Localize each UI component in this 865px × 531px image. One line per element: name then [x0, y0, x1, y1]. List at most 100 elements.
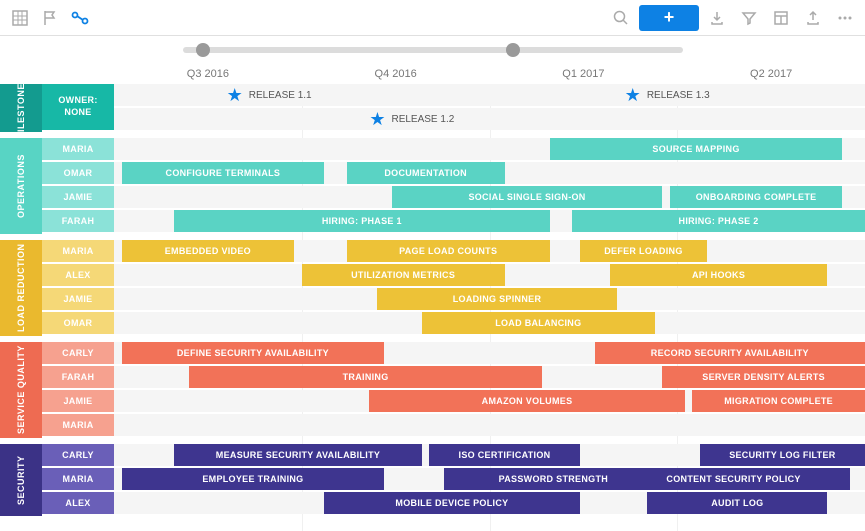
more-icon — [837, 10, 853, 26]
owner-cell: JAMIE — [42, 288, 114, 310]
owner-cell: JAMIE — [42, 390, 114, 412]
toolbar-left — [6, 4, 94, 32]
owner-cell: OMAR — [42, 162, 114, 184]
owner-cell: MARIA — [42, 414, 114, 436]
timeline-row: EMPLOYEE TRAININGPASSWORD STRENGTHCONTEN… — [114, 468, 865, 490]
section-label-service: SERVICE QUALITY — [0, 342, 42, 438]
time-slider-track[interactable] — [183, 47, 683, 53]
owner-cell: OMAR — [42, 312, 114, 334]
chart-rows: ★ RELEASE 1.1 ★RELEASE 1.3 ★ RELEASE 1.2 SOUR… — [114, 84, 865, 522]
task-bar[interactable]: ONBOARDING COMPLETE — [670, 186, 843, 208]
timeline-row: CONFIGURE TERMINALS DOCUMENTATION — [114, 162, 865, 184]
timeline-row: SOCIAL SINGLE SIGN-ON ONBOARDING COMPLETE — [114, 186, 865, 208]
task-bar[interactable]: MOBILE DEVICE POLICY — [324, 492, 579, 514]
timeline-row: DEFINE SECURITY AVAILABILITY RECORD SECUR… — [114, 342, 865, 364]
task-bar[interactable]: TRAINING — [189, 366, 542, 388]
owner-cell: MARIA — [42, 468, 114, 490]
timeline-view-button[interactable] — [66, 4, 94, 32]
owner-cell: ALEX — [42, 264, 114, 286]
task-bar[interactable]: HIRING: PHASE 1 — [174, 210, 550, 232]
timeline-row: TRAINING SERVER DENSITY ALERTS — [114, 366, 865, 388]
grid-icon — [12, 10, 28, 26]
timeline-row: HIRING: PHASE 1 HIRING: PHASE 2 — [114, 210, 865, 232]
quarter-label: Q3 2016 — [114, 64, 302, 84]
task-bar[interactable]: API HOOKS — [610, 264, 828, 286]
layout-button[interactable] — [767, 4, 795, 32]
task-bar[interactable]: PAGE LOAD COUNTS — [347, 240, 550, 262]
flag-view-button[interactable] — [36, 4, 64, 32]
content: MILESTONESOPERATIONSLOAD REDUCTIONSERVIC… — [0, 64, 865, 531]
task-bar[interactable]: SERVER DENSITY ALERTS — [662, 366, 865, 388]
milestone[interactable]: ★ RELEASE 1.1 — [227, 84, 312, 106]
timeline-row: MEASURE SECURITY AVAILABILITY ISO CERTIFI… — [114, 444, 865, 466]
milestone-label: RELEASE 1.2 — [391, 114, 454, 125]
more-button[interactable] — [831, 4, 859, 32]
upload-button[interactable] — [799, 4, 827, 32]
owner-cell: ALEX — [42, 492, 114, 514]
download-button[interactable] — [703, 4, 731, 32]
timeline-row: AMAZON VOLUMES MIGRATION COMPLETE — [114, 390, 865, 412]
quarter-label: Q2 2017 — [677, 64, 865, 84]
task-bar[interactable]: AMAZON VOLUMES — [369, 390, 684, 412]
quarters-header: Q3 2016Q4 2016Q1 2017Q2 2017 — [114, 64, 865, 84]
slider-handle-end[interactable] — [506, 43, 520, 57]
task-bar[interactable]: EMBEDDED VIDEO — [122, 240, 295, 262]
star-icon: ★ — [227, 85, 243, 106]
task-bar[interactable]: DEFINE SECURITY AVAILABILITY — [122, 342, 385, 364]
task-bar[interactable]: MIGRATION COMPLETE — [692, 390, 865, 412]
owner-cell: FARAH — [42, 210, 114, 232]
section-label-security: SECURITY — [0, 444, 42, 516]
task-bar[interactable]: DOCUMENTATION — [347, 162, 505, 184]
timeline-row: EMBEDDED VIDEO PAGE LOAD COUNTS DEFER LOAD… — [114, 240, 865, 262]
task-bar[interactable]: CONFIGURE TERMINALS — [122, 162, 325, 184]
milestone-label: RELEASE 1.1 — [249, 90, 312, 101]
section-label-operations: OPERATIONS — [0, 138, 42, 234]
search-icon — [613, 10, 629, 26]
filter-button[interactable] — [735, 4, 763, 32]
task-bar[interactable]: EMPLOYEE TRAINING — [122, 468, 385, 490]
slider-handle-start[interactable] — [196, 43, 210, 57]
task-bar[interactable]: LOAD BALANCING — [422, 312, 655, 334]
owner-column: OWNER:NONEMARIAOMARJAMIEFARAHMARIAALEXJA… — [42, 64, 114, 531]
quarter-label: Q1 2017 — [490, 64, 678, 84]
owner-cell: FARAH — [42, 366, 114, 388]
task-bar[interactable]: MEASURE SECURITY AVAILABILITY — [174, 444, 422, 466]
timeline-row: ★ RELEASE 1.1 ★RELEASE 1.3 — [114, 84, 865, 106]
timeline-row: MOBILE DEVICE POLICY AUDIT LOG — [114, 492, 865, 514]
milestone[interactable]: ★RELEASE 1.3 — [625, 84, 710, 106]
flag-icon — [42, 10, 58, 26]
add-button[interactable]: + — [639, 5, 699, 31]
layout-icon — [773, 10, 789, 26]
task-bar[interactable]: UTILIZATION METRICS — [302, 264, 505, 286]
task-bar[interactable]: AUDIT LOG — [647, 492, 827, 514]
timeline-row: LOADING SPINNER — [114, 288, 865, 310]
owner-cell: MARIA — [42, 138, 114, 160]
filter-icon — [741, 10, 757, 26]
section-label-load: LOAD REDUCTION — [0, 240, 42, 336]
star-icon: ★ — [369, 109, 385, 130]
timeline-row: LOAD BALANCING — [114, 312, 865, 334]
task-bar[interactable]: ISO CERTIFICATION — [429, 444, 579, 466]
timeline-row — [114, 414, 865, 436]
task-bar[interactable]: SOCIAL SINGLE SIGN-ON — [392, 186, 662, 208]
quarter-label: Q4 2016 — [302, 64, 490, 84]
section-labels-column: MILESTONESOPERATIONSLOAD REDUCTIONSERVIC… — [0, 64, 42, 531]
task-bar[interactable]: SECURITY LOG FILTER — [700, 444, 865, 466]
milestone[interactable]: ★ RELEASE 1.2 — [369, 108, 454, 130]
search-button[interactable] — [607, 4, 635, 32]
task-bar[interactable]: SOURCE MAPPING — [550, 138, 843, 160]
owner-cell: OWNER:NONE — [42, 84, 114, 130]
download-icon — [709, 10, 725, 26]
task-bar[interactable]: CONTENT SECURITY POLICY — [617, 468, 850, 490]
chart-column: Q3 2016Q4 2016Q1 2017Q2 2017 ★RELEASE 1.… — [114, 64, 865, 531]
upload-icon — [805, 10, 821, 26]
owner-cell: CARLY — [42, 342, 114, 364]
timeline-row: SOURCE MAPPING — [114, 138, 865, 160]
task-bar[interactable]: RECORD SECURITY AVAILABILITY — [595, 342, 865, 364]
task-bar[interactable]: LOADING SPINNER — [377, 288, 617, 310]
task-bar[interactable]: DEFER LOADING — [580, 240, 708, 262]
task-bar[interactable]: HIRING: PHASE 2 — [572, 210, 865, 232]
toolbar: + — [0, 0, 865, 36]
milestone-label: RELEASE 1.3 — [647, 90, 710, 101]
grid-view-button[interactable] — [6, 4, 34, 32]
